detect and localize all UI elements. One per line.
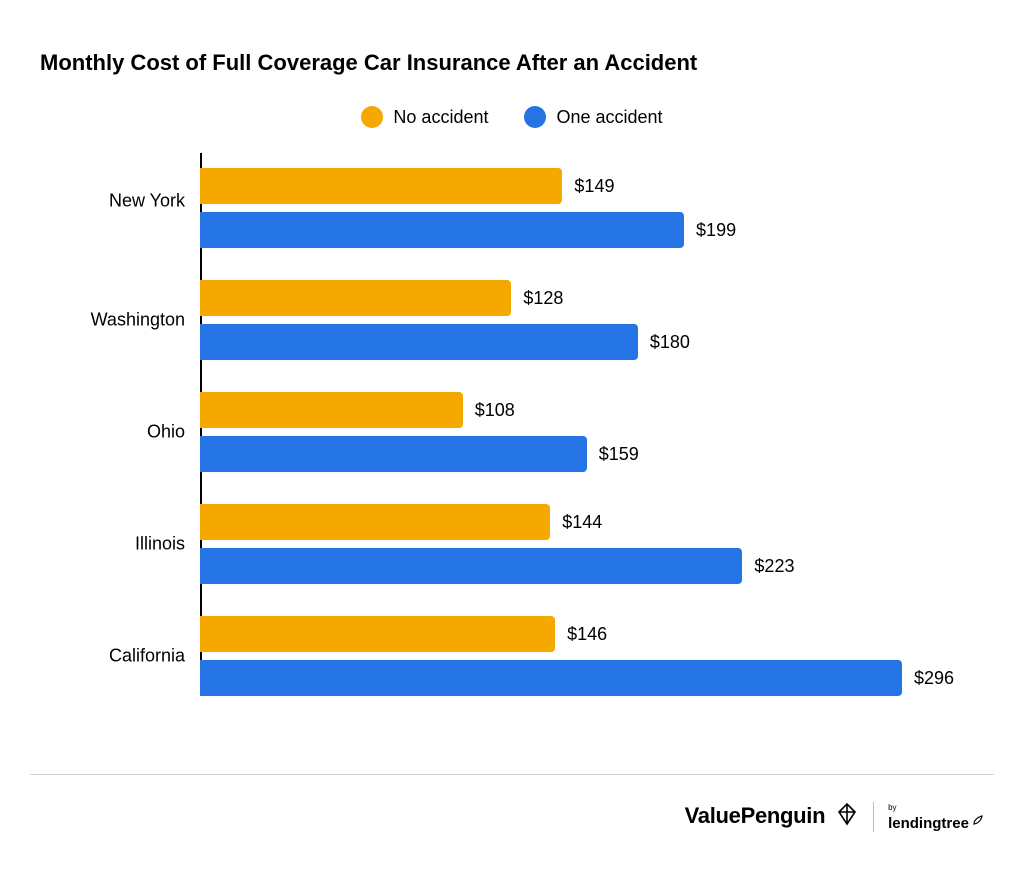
bar-value-label: $144 — [562, 512, 602, 533]
legend: No accident One accident — [30, 106, 994, 128]
bar-group: Ohio$108$159 — [200, 392, 954, 472]
bar-group: New York$149$199 — [200, 153, 954, 248]
bar-row: $180 — [200, 324, 954, 360]
bar — [200, 280, 511, 316]
bar-value-label: $149 — [574, 176, 614, 197]
leaf-icon — [972, 819, 984, 831]
bar — [200, 660, 902, 696]
brand-valuepenguin: ValuePenguin — [685, 802, 859, 832]
category-label: Washington — [30, 310, 185, 331]
legend-swatch — [524, 106, 546, 128]
category-label: New York — [30, 190, 185, 211]
bar — [200, 168, 562, 204]
bar-value-label: $180 — [650, 332, 690, 353]
bar-value-label: $296 — [914, 668, 954, 689]
bar — [200, 324, 638, 360]
category-label: Illinois — [30, 534, 185, 555]
legend-label: One accident — [556, 107, 662, 128]
bar — [200, 392, 463, 428]
bar-row: $296 — [200, 660, 954, 696]
chart-plot-area: New York $149 $199 Washington $128 $180 Ohio $1… — [30, 153, 994, 696]
bar-group: Illinois$144$223 — [200, 504, 954, 584]
legend-label: No accident — [393, 107, 488, 128]
bar — [200, 436, 587, 472]
bar-row: $144 — [200, 504, 954, 540]
category-label: Ohio — [30, 422, 185, 443]
penguin-geometric-icon — [835, 802, 859, 832]
bar-row: $159 — [200, 436, 954, 472]
footer-divider-rule — [30, 774, 994, 775]
brand-lendingtree-prefix: by — [888, 804, 984, 812]
bar-row: $199 — [200, 212, 954, 248]
bar-row: $223 — [200, 548, 954, 584]
legend-item: One accident — [524, 106, 662, 128]
bar-group: California$146$296 — [200, 616, 954, 696]
bar — [200, 504, 550, 540]
bar-value-label: $146 — [567, 624, 607, 645]
brand-divider — [873, 802, 874, 832]
bar-value-label: $199 — [696, 220, 736, 241]
bar-value-label: $223 — [754, 556, 794, 577]
bar-row: $146 — [200, 616, 954, 652]
brand-lendingtree-text: lendingtree — [888, 815, 969, 832]
bar-value-label: $128 — [523, 288, 563, 309]
bar-value-label: $159 — [599, 444, 639, 465]
chart-title: Monthly Cost of Full Coverage Car Insura… — [30, 50, 994, 76]
legend-item: No accident — [361, 106, 488, 128]
legend-swatch — [361, 106, 383, 128]
bar-row: $128 — [200, 280, 954, 316]
bar — [200, 212, 684, 248]
bar-value-label: $108 — [475, 400, 515, 421]
bar-row: $149 — [200, 168, 954, 204]
brand-valuepenguin-text: ValuePenguin — [685, 803, 826, 828]
footer-attribution: ValuePenguin by lendingtree — [685, 802, 984, 832]
bar-group: Washington$128$180 — [200, 280, 954, 360]
category-label: California — [30, 646, 185, 667]
bar-row: $108 — [200, 392, 954, 428]
bar — [200, 616, 555, 652]
brand-lendingtree: by lendingtree — [888, 804, 984, 831]
bar — [200, 548, 742, 584]
